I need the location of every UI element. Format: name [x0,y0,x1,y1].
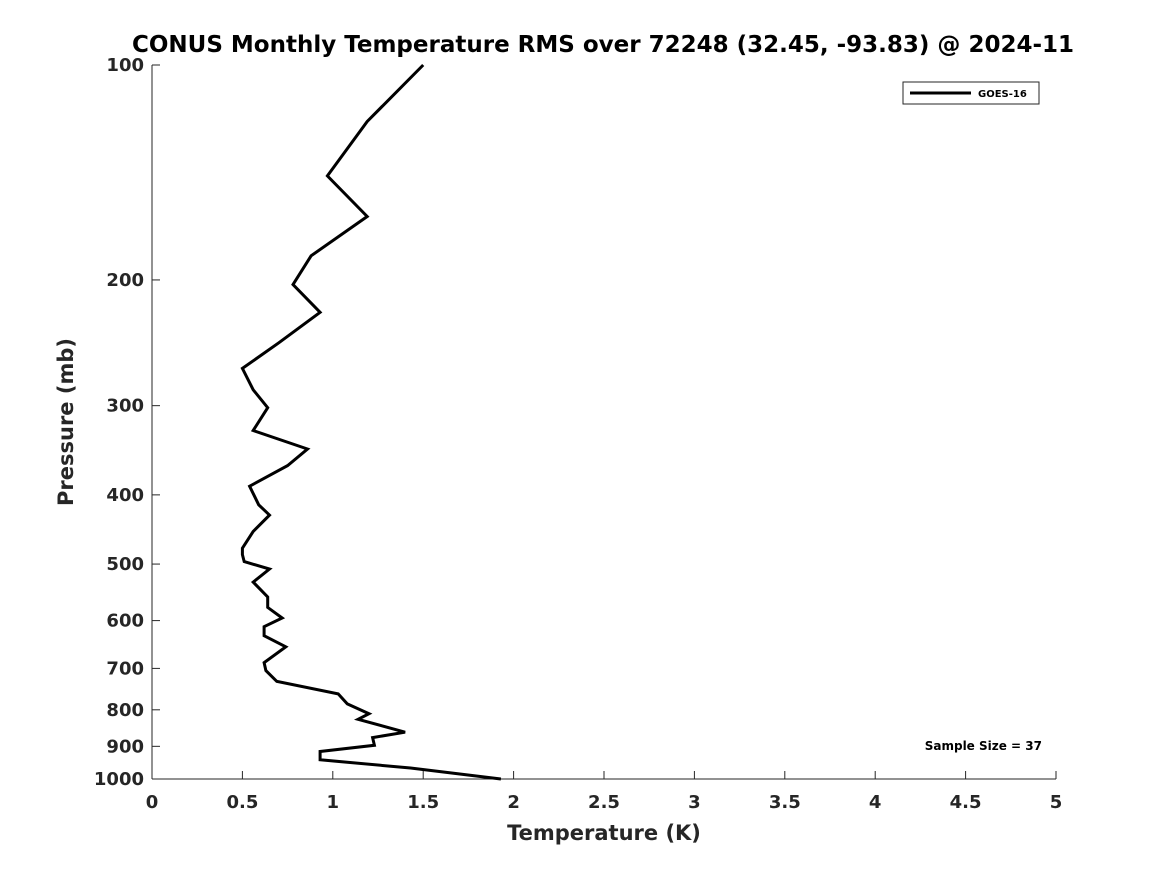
y-tick-label: 500 [106,554,144,575]
x-tick-label: 0 [146,792,159,813]
x-tick-label: 3.5 [769,792,801,813]
x-tick-label: 4.5 [950,792,982,813]
x-tick-label: 3 [688,792,701,813]
legend-label-goes-16: GOES-16 [978,89,1027,100]
x-tick-label: 1 [327,792,340,813]
y-axis-label: Pressure (mb) [54,338,78,506]
series-layer [240,63,502,781]
y-tick-label: 600 [106,611,144,632]
y-tick-label: 200 [106,270,144,291]
plot-area: 0 0.5 1 1.5 2 2.5 3 3.5 4 4.5 5 100 200 300 400 500 600… [94,55,1062,813]
y-tick-label: 100 [106,55,144,76]
x-tick-label: 2 [507,792,520,813]
legend: GOES-16 [902,81,1040,105]
y-tick-label: 800 [106,700,144,721]
y-tick-label: 700 [106,658,144,679]
y-tick-label: 1000 [94,769,144,790]
x-tick-label: 1.5 [407,792,439,813]
series-line-goes-16 [240,63,502,781]
sample-size-annotation: Sample Size = 37 [925,739,1042,753]
y-tick-label: 900 [106,736,144,757]
x-axis-ticks: 0 0.5 1 1.5 2 2.5 3 3.5 4 4.5 5 [146,771,1063,813]
y-axis-ticks: 100 200 300 400 500 600 700 800 900 1000 [94,55,160,790]
y-tick-label: 300 [106,396,144,417]
chart-title: CONUS Monthly Temperature RMS over 72248… [132,32,1074,58]
x-tick-label: 4 [869,792,882,813]
x-tick-label: 2.5 [588,792,620,813]
x-tick-label: 0.5 [226,792,258,813]
x-axis-label: Temperature (K) [507,821,701,845]
y-tick-label: 400 [106,485,144,506]
x-tick-label: 5 [1050,792,1063,813]
